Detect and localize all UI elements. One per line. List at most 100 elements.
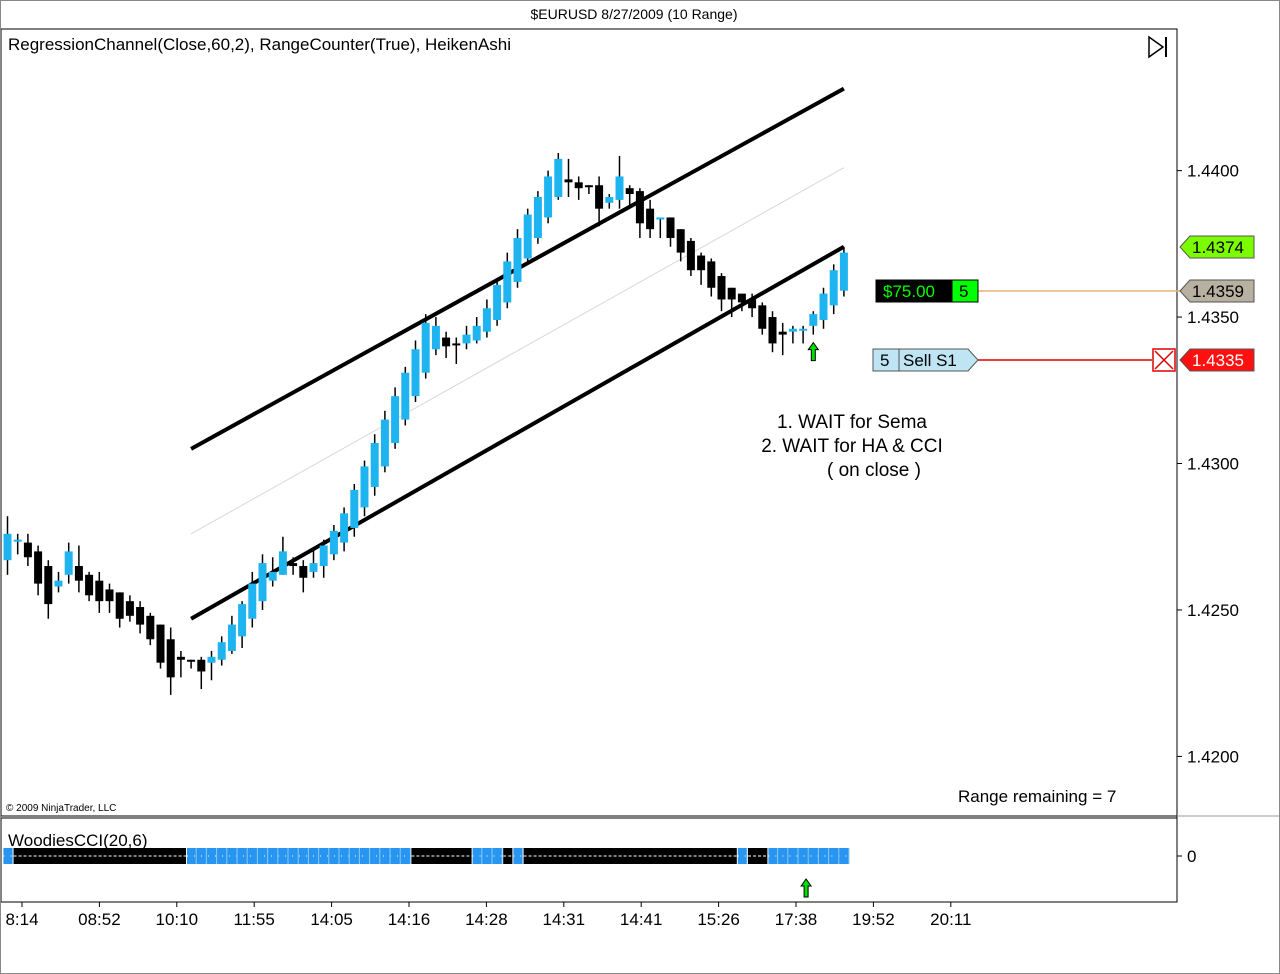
pnl-qty: 5 [959,282,968,301]
cci-segment-fill-5 [503,848,513,864]
ytick-label-4: 1.4400 [1187,162,1239,181]
candle-36 [370,434,379,496]
cci-zero-label: 0 [1187,847,1196,866]
price-signal-arrow-0 [807,341,820,362]
candle-17 [176,650,185,678]
channel-lower-line [190,245,845,621]
candle-body-58 [595,185,604,209]
last-price-marker: 1.4374 [1179,235,1255,259]
candle-57 [584,185,593,195]
cancel-order-icon[interactable] [1152,348,1176,372]
candle-body-18 [187,659,196,662]
stop-price-marker: 1.4335 [1179,348,1255,372]
order-name: Sell S1 [903,351,957,370]
candle-body-43 [442,337,451,347]
candle-15 [156,624,165,669]
y-axis-ticks: 1.4200 1.4250 1.4300 1.4350 1.4400 [1177,162,1239,766]
candle-body-57 [584,185,593,188]
candle-body-1 [13,539,22,542]
candle-49 [503,252,512,309]
candle-72 [737,293,746,312]
xtick-label-5: 14:16 [388,910,431,929]
candle-body-33 [340,513,349,543]
candle-23 [238,601,247,649]
cci-segment-3 [411,848,472,864]
candle-body-82 [839,252,848,291]
candle-58 [595,176,604,227]
cci-signal-arrow-0 [800,878,813,898]
candle-39 [401,366,410,426]
candle-body-5 [54,580,63,587]
cci-segment-1 [13,848,186,864]
cci-bar [3,848,850,864]
candle-body-42 [431,325,440,350]
candle-79 [809,311,818,335]
candle-10 [105,583,114,613]
candle-body-32 [329,530,338,555]
range-remaining: Range remaining = 7 [958,787,1116,806]
candle-body-47 [482,308,491,332]
ytick-label-0: 1.4200 [1187,747,1239,766]
candle-28 [289,557,298,575]
candle-55 [564,158,573,197]
candle-33 [340,507,349,552]
candle-body-61 [625,188,634,195]
candle-38 [391,387,400,449]
candle-20 [207,650,216,681]
candle-64 [656,217,665,238]
indicators-label: RegressionChannel(Close,60,2), RangeCoun… [8,35,511,54]
candle-45 [462,325,471,350]
pnl-label[interactable]: $75.00 5 [875,279,979,303]
candle-body-16 [166,639,175,678]
candle-body-19 [197,659,206,672]
candle-body-3 [34,551,43,584]
order-label[interactable]: 5 Sell S1 [872,348,979,372]
candle-body-30 [309,563,318,572]
candle-56 [574,176,583,200]
candle-body-0 [3,533,12,561]
candle-63 [646,199,655,238]
candle-body-37 [380,419,389,467]
candle-body-15 [156,624,165,663]
candle-32 [329,525,338,561]
price-panel[interactable] [0,28,1178,817]
cci-segment-10 [768,848,850,864]
candle-26 [268,557,277,587]
candle-21 [217,636,226,666]
candle-body-39 [401,372,410,420]
candle-body-22 [227,624,236,651]
cci-segment-fill-6 [513,848,523,864]
xtick-label-8: 14:41 [620,910,663,929]
candle-body-38 [391,396,400,444]
cci-label: WoodiesCCI(20,6) [8,831,148,850]
channel-middle-line [190,167,845,535]
candle-54 [554,153,563,200]
candle-body-46 [472,325,481,341]
candle-46 [472,317,481,344]
candle-body-65 [666,217,675,238]
candle-7 [74,545,83,593]
ytick-label-3: 1.4350 [1187,308,1239,327]
candle-body-31 [319,545,328,567]
candle-body-70 [717,276,726,300]
candle-35 [360,460,369,517]
skip-end-icon[interactable] [1148,35,1167,59]
stop-price-value: 1.4335 [1192,351,1244,370]
cci-segment-9 [748,848,768,864]
candle-body-59 [605,196,614,203]
candle-11 [115,592,124,628]
candle-body-2 [23,542,32,558]
candle-77 [788,325,797,344]
candle-body-50 [513,237,522,282]
cci-segment-7 [523,848,737,864]
candle-41 [421,314,430,379]
candle-73 [748,293,757,318]
candle-body-77 [788,328,797,332]
candle-body-20 [207,656,216,663]
order-qty: 5 [880,351,889,370]
candle-body-56 [574,182,583,189]
candle-14 [146,612,155,646]
candle-body-8 [85,574,94,596]
candle-25 [258,554,267,610]
